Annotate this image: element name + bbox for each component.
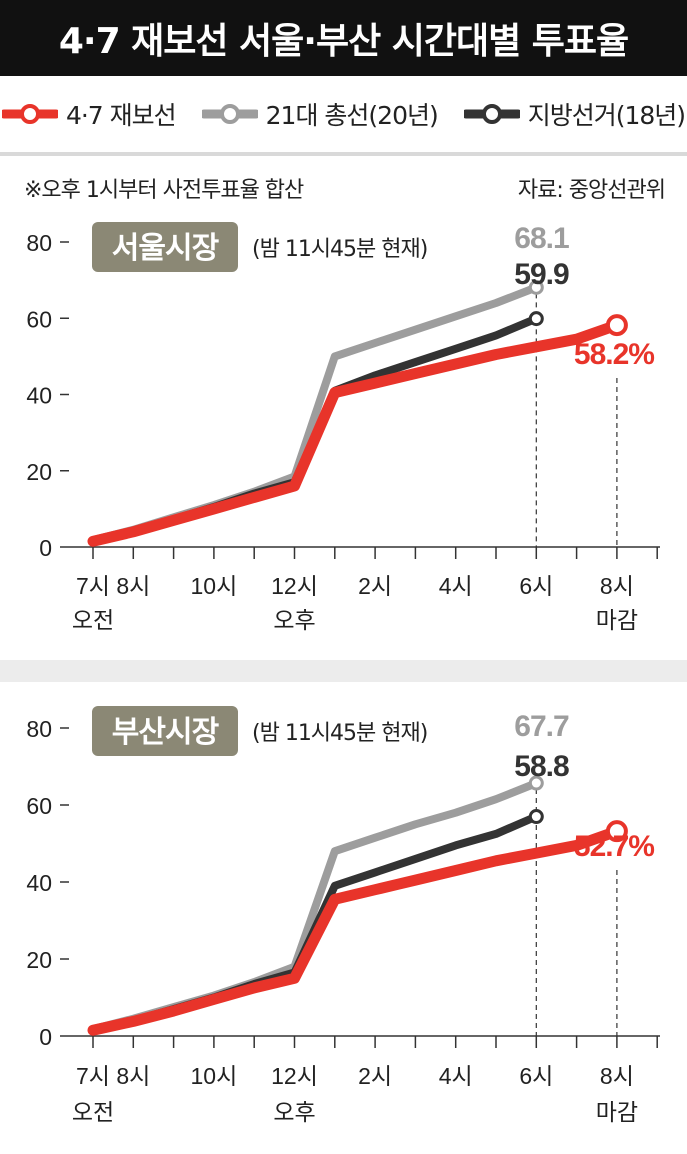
legend-label-by-election: 4·7 재보선 <box>65 101 177 130</box>
x-tick-label: 7시 <box>76 1063 110 1089</box>
legend-item-local-election: 지방선거(18년) <box>463 96 686 132</box>
legend-swatch-local-election <box>463 104 520 124</box>
legend-swatch-by-election <box>1 104 58 124</box>
x-tick-label: 10시 <box>191 573 238 599</box>
y-tick-label: 40 <box>26 870 52 896</box>
title-badge <box>92 706 238 756</box>
end-marker-general-election <box>528 775 544 791</box>
note: ※오후 1시부터 사전투표율 합산 <box>24 178 304 203</box>
end-marker-general-election <box>528 279 544 295</box>
title-badge <box>92 222 238 272</box>
panel-title: 서울시장 <box>112 231 220 266</box>
legend-item-general-election: 21대 총선(20년) <box>201 96 439 132</box>
x-tick-label: 8시 <box>116 573 150 599</box>
legend-label-local-election: 지방선거(18년) <box>527 101 686 130</box>
end-label-local-election: 59.9 <box>514 258 569 291</box>
x-tick-label: 12시 <box>271 573 318 599</box>
end-label-general-election: 67.7 <box>514 710 569 743</box>
series-line-local-election <box>89 812 541 1034</box>
y-tick-label: 20 <box>26 947 52 973</box>
x-tick-label: 12시 <box>271 1063 318 1089</box>
end-label-by-election: 58.2% <box>574 338 654 371</box>
y-tick-label: 40 <box>26 383 52 409</box>
x-tick-label: 8시 <box>116 1063 150 1089</box>
end-label-by-election: 52.7% <box>574 830 654 863</box>
series-line-general-election <box>89 779 541 1034</box>
series-line-by-election <box>87 319 623 547</box>
panel-divider <box>0 660 687 682</box>
y-tick-label: 80 <box>26 716 52 742</box>
source: 자료: 중앙선관위 <box>517 178 666 203</box>
end-marker-by-election <box>605 314 628 337</box>
series-line-by-election <box>87 825 623 1036</box>
panel-subtitle: (밤 11시45분 현재) <box>252 721 427 746</box>
y-tick-label: 60 <box>26 793 52 819</box>
x-tick-sublabel: 오전 <box>72 1099 114 1125</box>
legend-swatch-general-election <box>201 104 258 124</box>
end-label-local-election: 58.8 <box>514 750 569 783</box>
panel-subtitle: (밤 11시45분 현재) <box>252 237 427 262</box>
y-tick-label: 80 <box>26 230 52 256</box>
x-tick-sublabel: 마감 <box>596 607 638 633</box>
x-tick-sublabel: 마감 <box>596 1099 638 1125</box>
x-tick-label: 7시 <box>76 573 110 599</box>
chart-title: 4·7 재보선 서울·부산 시간대별 투표율 <box>0 0 687 76</box>
x-tick-sublabel: 오후 <box>273 1099 315 1125</box>
x-tick-label: 2시 <box>358 1063 392 1089</box>
x-tick-label: 4시 <box>439 573 473 599</box>
series-line-general-election <box>89 283 541 545</box>
legend: 4·7 재보선 21대 총선(20년) 지방선거(18년) <box>0 76 687 152</box>
legend-label-general-election: 21대 총선(20년) <box>265 101 439 130</box>
x-tick-label: 6시 <box>519 1063 553 1089</box>
x-tick-label: 4시 <box>439 1063 473 1089</box>
panel-title: 부산시장 <box>112 715 220 750</box>
legend-item-by-election: 4·7 재보선 <box>1 96 177 132</box>
x-tick-sublabel: 오전 <box>72 607 114 633</box>
x-tick-label: 8시 <box>600 573 634 599</box>
x-tick-label: 2시 <box>358 573 392 599</box>
end-label-general-election: 68.1 <box>514 222 569 255</box>
x-tick-label: 8시 <box>600 1063 634 1089</box>
y-tick-label: 0 <box>39 1024 52 1050</box>
end-marker-local-election <box>528 311 544 327</box>
end-marker-local-election <box>528 809 544 825</box>
end-marker-by-election <box>605 820 628 843</box>
x-tick-label: 10시 <box>191 1063 238 1089</box>
legend-separator <box>0 152 687 156</box>
y-tick-label: 60 <box>26 306 52 332</box>
x-tick-label: 6시 <box>519 573 553 599</box>
x-tick-sublabel: 오후 <box>273 607 315 633</box>
y-tick-label: 20 <box>26 459 52 485</box>
y-tick-label: 0 <box>39 535 52 561</box>
